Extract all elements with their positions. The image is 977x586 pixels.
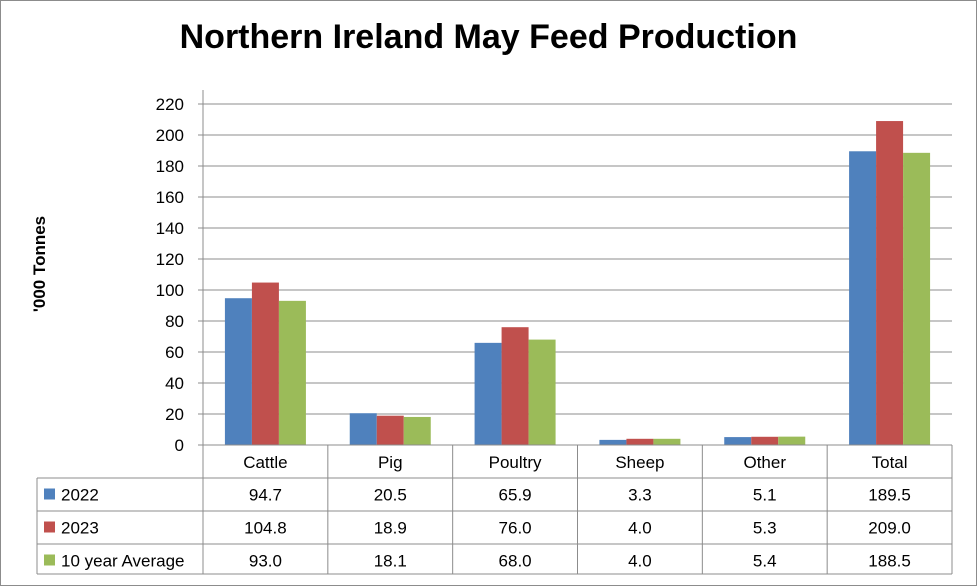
chart-title: Northern Ireland May Feed Production <box>179 18 798 56</box>
y-tick-label: 200 <box>156 126 184 145</box>
y-tick-label: 100 <box>156 281 184 300</box>
bar-2022 <box>599 439 627 445</box>
bar-2023 <box>751 436 779 445</box>
bar-10-year-average <box>278 300 306 445</box>
data-table-value: 4.0 <box>628 519 652 538</box>
y-tick-label: 40 <box>165 374 184 393</box>
bar-2022 <box>224 298 252 445</box>
legend-label: 2022 <box>61 486 99 505</box>
legend-label: 2023 <box>61 519 99 538</box>
data-table-value: 18.9 <box>374 519 407 538</box>
data-table-value: 94.7 <box>249 486 282 505</box>
data-table-value: 65.9 <box>499 486 532 505</box>
bar-2022 <box>474 342 502 445</box>
bar-2022 <box>849 151 877 445</box>
bar-10-year-average <box>403 416 431 445</box>
legend-label: 10 year Average <box>61 552 185 571</box>
data-table-value: 3.3 <box>628 486 652 505</box>
y-tick-label: 80 <box>165 312 184 331</box>
bar-10-year-average <box>528 339 556 445</box>
data-table-value: 209.0 <box>868 519 911 538</box>
legend-key-2022 <box>44 488 55 500</box>
legend-key-10-year-average <box>44 554 55 566</box>
bar-2022 <box>349 413 377 445</box>
y-tick-label: 220 <box>156 95 184 114</box>
bar-10-year-average <box>778 436 806 445</box>
data-table-value: 5.3 <box>753 519 777 538</box>
category-label: Total <box>872 453 908 472</box>
data-table-value: 189.5 <box>868 486 911 505</box>
data-table-value: 68.0 <box>499 552 532 571</box>
y-tick-label: 160 <box>156 188 184 207</box>
y-tick-label: 20 <box>165 405 184 424</box>
data-table-value: 188.5 <box>868 552 911 571</box>
category-label: Sheep <box>615 453 664 472</box>
category-label: Cattle <box>243 453 287 472</box>
y-tick-label: 140 <box>156 219 184 238</box>
category-label: Other <box>743 453 786 472</box>
data-table-value: 76.0 <box>499 519 532 538</box>
bar-2023 <box>376 415 404 445</box>
data-table-value: 104.8 <box>244 519 287 538</box>
y-tick-label: 0 <box>175 436 184 455</box>
legend-key-2023 <box>44 521 55 533</box>
data-table-value: 93.0 <box>249 552 282 571</box>
bar-2023 <box>626 438 654 445</box>
bar-2022 <box>724 437 752 445</box>
data-table-value: 4.0 <box>628 552 652 571</box>
data-table-value: 5.1 <box>753 486 777 505</box>
bar-2023 <box>501 327 529 445</box>
data-table-value: 20.5 <box>374 486 407 505</box>
bar-2023 <box>876 121 904 446</box>
y-tick-label: 120 <box>156 250 184 269</box>
data-table-value: 18.1 <box>374 552 407 571</box>
data-table-value: 5.4 <box>753 552 777 571</box>
bar-10-year-average <box>903 152 931 445</box>
bar-2023 <box>251 282 279 445</box>
bar-10-year-average <box>653 438 681 445</box>
category-label: Pig <box>378 453 403 472</box>
y-tick-label: 180 <box>156 157 184 176</box>
category-label: Poultry <box>489 453 542 472</box>
y-tick-label: 60 <box>165 343 184 362</box>
